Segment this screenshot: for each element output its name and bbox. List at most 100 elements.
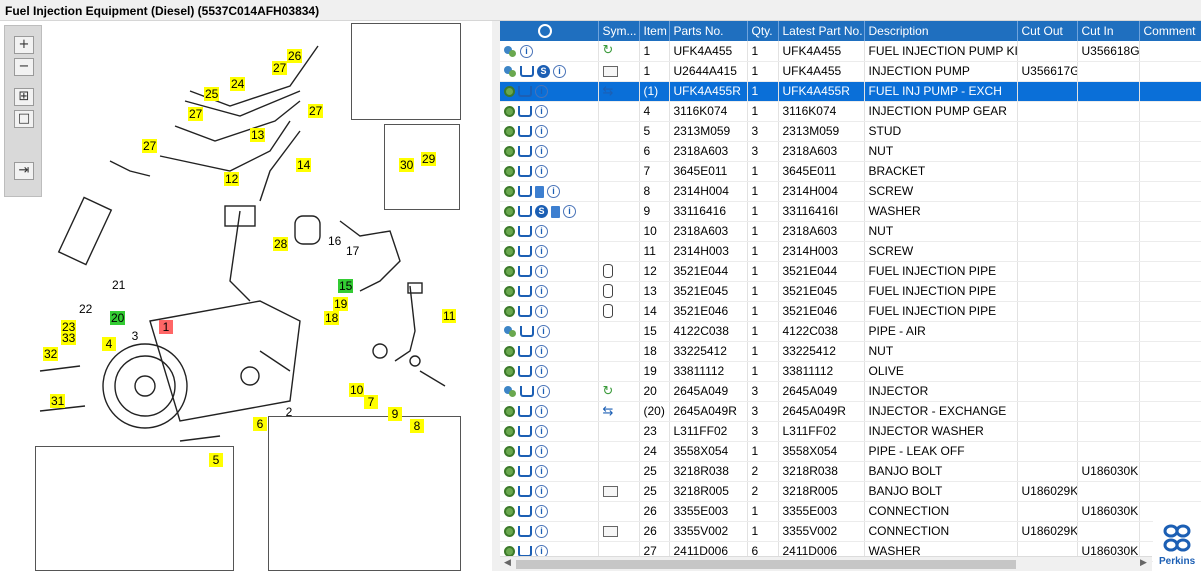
parts-row[interactable]: i 25 3218R038 2 3218R038 BANJO BOLT U186030K: [500, 461, 1201, 482]
info-icon[interactable]: i: [535, 505, 548, 519]
callout-30[interactable]: 30: [399, 158, 415, 172]
cart-icon[interactable]: [518, 266, 532, 278]
panel-splitter[interactable]: [492, 21, 500, 571]
cart-icon[interactable]: [518, 186, 532, 198]
info-icon[interactable]: i: [535, 485, 548, 499]
part-gear-icon[interactable]: [504, 186, 515, 198]
parts-row[interactable]: i 26 3355E003 1 3355E003 CONNECTION U186030K: [500, 501, 1201, 522]
cart-icon[interactable]: [518, 306, 532, 318]
scroll-right-icon[interactable]: ▶: [1140, 558, 1147, 568]
callout-32[interactable]: 32: [43, 347, 59, 361]
zoom-out-icon[interactable]: −: [14, 58, 34, 76]
callout-7[interactable]: 7: [364, 395, 378, 409]
supersession-icon[interactable]: S: [537, 65, 550, 79]
part-gear-icon[interactable]: [504, 526, 515, 538]
cart-icon[interactable]: [518, 166, 532, 178]
parts-row[interactable]: i ↻ 1 UFK4A455 1 UFK4A455 FUEL INJECTION PUMP …: [500, 41, 1201, 62]
callout-12[interactable]: 12: [224, 172, 240, 186]
fit-window-icon[interactable]: □: [14, 110, 34, 128]
info-icon[interactable]: i: [535, 265, 548, 279]
parts-row[interactable]: i 12 3521E044 1 3521E044 FUEL INJECTION PIPE: [500, 261, 1201, 282]
parts-row[interactable]: i 26 3355V002 1 3355V002 CONNECTION U186029K: [500, 521, 1201, 542]
col-header-cut-out[interactable]: Cut Out: [1017, 21, 1078, 41]
callout-24[interactable]: 24: [230, 77, 246, 91]
assembly-gear-icon[interactable]: [504, 326, 517, 338]
cart-icon[interactable]: [518, 106, 532, 118]
part-gear-icon[interactable]: [504, 206, 515, 218]
callout-23[interactable]: 23: [61, 320, 77, 334]
part-gear-icon[interactable]: [504, 426, 515, 438]
info-icon[interactable]: i: [535, 405, 548, 419]
parts-row[interactable]: i 13 3521E045 1 3521E045 FUEL INJECTION PIPE: [500, 281, 1201, 302]
callout-29[interactable]: 29: [421, 152, 437, 166]
part-gear-icon[interactable]: [504, 166, 515, 178]
info-icon[interactable]: i: [535, 145, 548, 159]
col-header-comment[interactable]: Comment: [1139, 21, 1201, 41]
info-icon[interactable]: i: [535, 165, 548, 179]
part-gear-icon[interactable]: [504, 506, 515, 518]
info-icon[interactable]: i: [535, 445, 548, 459]
callout-31[interactable]: 31: [50, 394, 66, 408]
callout-22[interactable]: 22: [79, 302, 93, 316]
cart-icon[interactable]: [518, 126, 532, 138]
part-gear-icon[interactable]: [504, 286, 515, 298]
callout-9[interactable]: 9: [388, 407, 402, 421]
cart-icon[interactable]: [518, 146, 532, 158]
parts-row[interactable]: i ↻ 20 2645A049 3 2645A049 INJECTOR: [500, 381, 1201, 402]
part-gear-icon[interactable]: [504, 346, 515, 358]
callout-27[interactable]: 27: [188, 107, 204, 121]
cart-icon[interactable]: [518, 286, 532, 298]
callout-13[interactable]: 13: [250, 128, 266, 142]
callout-19[interactable]: 19: [333, 297, 349, 311]
parts-row[interactable]: i 5 2313M059 3 2313M059 STUD: [500, 121, 1201, 142]
callout-6[interactable]: 6: [253, 417, 267, 431]
cart-icon[interactable]: [518, 366, 532, 378]
parts-row[interactable]: i 19 33811112 1 33811112 OLIVE: [500, 361, 1201, 382]
cart-icon[interactable]: [520, 326, 534, 338]
info-icon[interactable]: i: [535, 345, 548, 359]
part-gear-icon[interactable]: [504, 226, 515, 238]
part-gear-icon[interactable]: [504, 266, 515, 278]
cart-icon[interactable]: [518, 486, 532, 498]
callout-20[interactable]: 20: [110, 311, 126, 325]
part-gear-icon[interactable]: [504, 406, 515, 418]
part-gear-icon[interactable]: [504, 246, 515, 258]
callout-10[interactable]: 10: [349, 383, 365, 397]
parts-row[interactable]: i 4 3116K074 1 3116K074 INJECTION PUMP GEAR: [500, 101, 1201, 122]
parts-row[interactable]: i 24 3558X054 1 3558X054 PIPE - LEAK OFF: [500, 441, 1201, 462]
horizontal-scrollbar[interactable]: ◀ ▶: [500, 556, 1152, 571]
info-icon[interactable]: i: [535, 465, 548, 479]
scroll-left-icon[interactable]: ◀: [504, 558, 511, 568]
callout-14[interactable]: 14: [296, 158, 312, 172]
callout-2[interactable]: 2: [285, 405, 293, 419]
parts-row[interactable]: i 7 3645E011 1 3645E011 BRACKET: [500, 161, 1201, 182]
callout-33[interactable]: 33: [61, 331, 77, 345]
document-icon[interactable]: [535, 185, 544, 198]
info-icon[interactable]: i: [535, 525, 548, 539]
parts-row[interactable]: i 8 2314H004 1 2314H004 SCREW: [500, 181, 1201, 202]
info-icon[interactable]: i: [520, 44, 533, 58]
info-icon[interactable]: i: [535, 365, 548, 379]
exploded-diagram-panel[interactable]: + − ⊞ □ ⇥ 26 27 25 24 27 27 13 27 14 12 28 16 17 21 22…: [0, 21, 492, 571]
parts-row[interactable]: i ⇆ (1) UFK4A455R 1 UFK4A455R FUEL INJ PUMP - …: [500, 81, 1201, 102]
callout-8[interactable]: 8: [410, 419, 424, 433]
callout-1[interactable]: 1: [159, 320, 173, 334]
info-icon[interactable]: i: [535, 225, 548, 239]
cart-icon[interactable]: [518, 506, 532, 518]
col-header-parts-no[interactable]: Parts No.: [669, 21, 748, 41]
export-icon[interactable]: ⇥: [14, 162, 34, 180]
cart-icon[interactable]: [518, 346, 532, 358]
info-icon[interactable]: i: [547, 185, 560, 199]
part-gear-icon[interactable]: [504, 366, 515, 378]
col-header-latest-part-no[interactable]: Latest Part No.: [778, 21, 865, 41]
callout-25[interactable]: 25: [204, 87, 220, 101]
part-gear-icon[interactable]: [504, 466, 515, 478]
col-header-symbol[interactable]: Sym...: [598, 21, 640, 41]
parts-row[interactable]: i 23 L311FF02 3 L311FF02 INJECTOR WASHER: [500, 421, 1201, 442]
col-header-item[interactable]: Item: [639, 21, 670, 41]
cart-icon[interactable]: [518, 426, 532, 438]
assembly-gear-icon[interactable]: [504, 66, 517, 78]
info-icon[interactable]: i: [535, 305, 548, 319]
